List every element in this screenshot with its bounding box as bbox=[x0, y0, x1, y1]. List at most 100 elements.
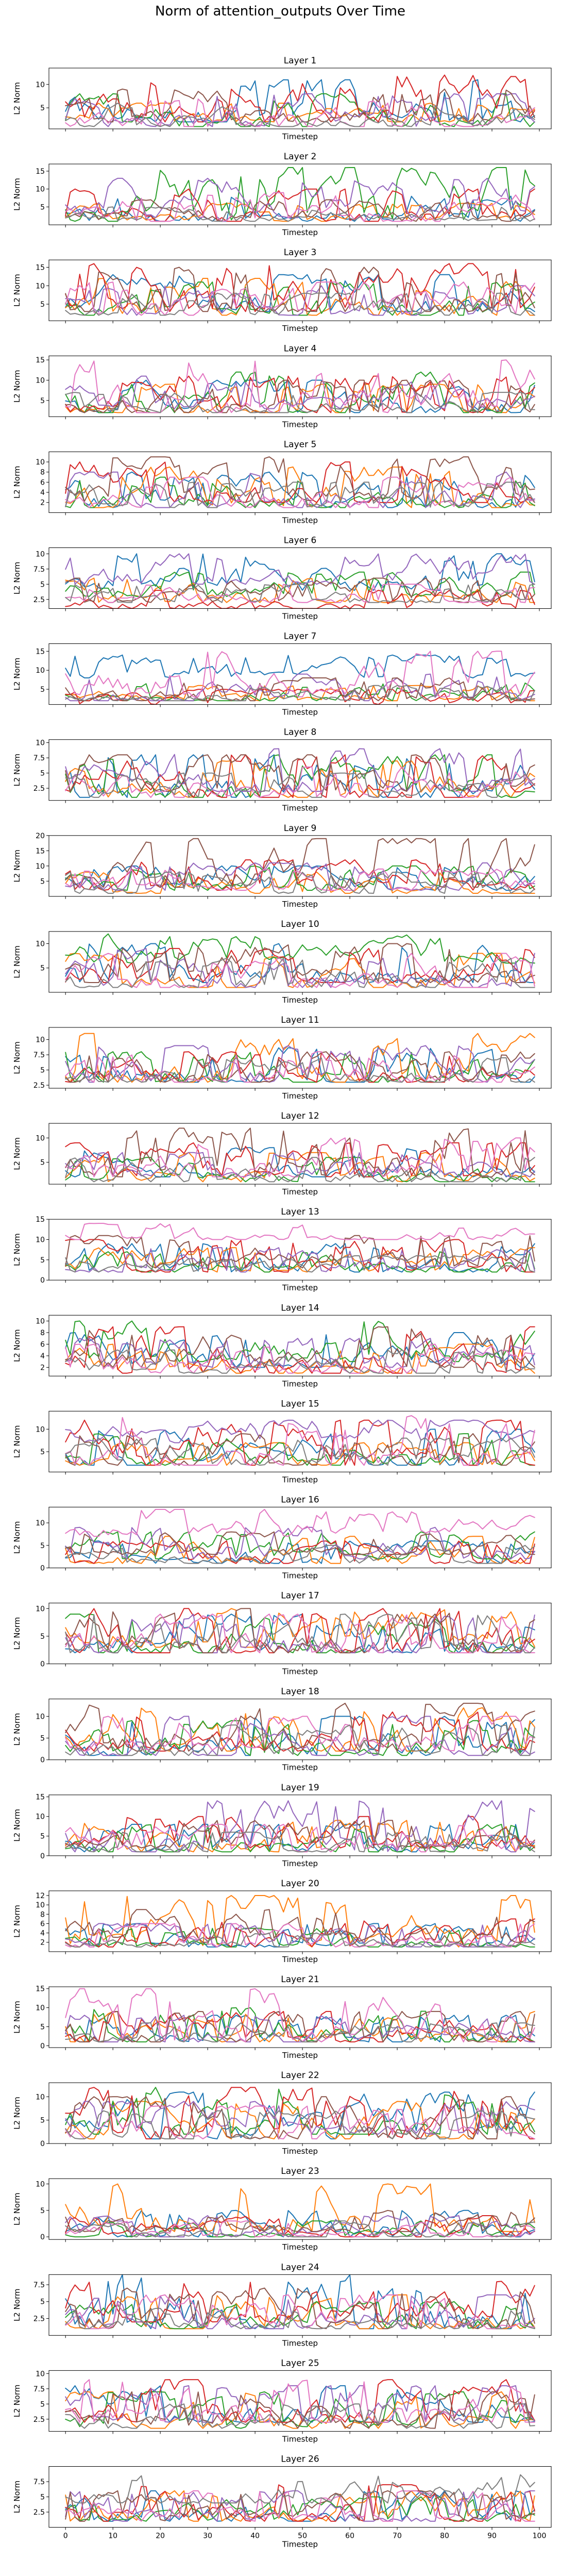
y-tick-label: 2.5 bbox=[33, 2315, 45, 2323]
panel-title: Layer 26 bbox=[281, 2454, 319, 2465]
series-line bbox=[65, 1332, 535, 1368]
y-tick-label: 5 bbox=[40, 2494, 45, 2502]
series-line bbox=[65, 2474, 535, 2504]
plot-frame bbox=[48, 1219, 552, 1281]
x-axis-label: Timestep bbox=[282, 2434, 318, 2444]
series-line bbox=[65, 2379, 535, 2423]
y-axis-label: L2 Norm bbox=[12, 1617, 22, 1650]
y-tick-label: 15 bbox=[36, 1793, 45, 1802]
series-line bbox=[65, 1823, 535, 1853]
series-line bbox=[65, 1343, 535, 1374]
y-axis-label: L2 Norm bbox=[12, 2192, 22, 2225]
layer-panel: Layer 10 5 10 Timestep L2 Norm bbox=[12, 919, 552, 1005]
series-line bbox=[65, 281, 535, 316]
y-tick-label: 10 bbox=[36, 1519, 45, 1527]
series-line bbox=[65, 654, 535, 678]
layer-panel: Layer 6 2.5 5 7.5 10 Timestep L2 Norm bbox=[12, 536, 552, 621]
y-tick-label: 0 bbox=[40, 1756, 45, 1765]
y-tick-label: 7.5 bbox=[33, 1051, 45, 1059]
series-line bbox=[65, 1608, 535, 1654]
series-line bbox=[65, 1711, 535, 1752]
series-line bbox=[65, 2105, 535, 2139]
x-axis-label: Timestep bbox=[282, 804, 318, 813]
y-tick-label: 5 bbox=[40, 2207, 45, 2215]
x-axis-label: Timestep bbox=[282, 995, 318, 1005]
x-axis-label: Timestep bbox=[282, 2147, 318, 2156]
series-line bbox=[65, 2490, 535, 2522]
series-line bbox=[65, 471, 535, 508]
series-line bbox=[65, 948, 535, 988]
y-tick-label: 10 bbox=[36, 1605, 45, 1613]
series-line bbox=[65, 274, 535, 312]
y-tick-label: 5 bbox=[40, 1448, 45, 1456]
series-line bbox=[65, 2215, 535, 2238]
y-tick-label: 0 bbox=[40, 1276, 45, 1285]
x-tick-label: 90 bbox=[487, 2532, 497, 2540]
series-line bbox=[65, 748, 535, 792]
panel-title: Layer 20 bbox=[281, 1879, 319, 1889]
y-axis-label: L2 Norm bbox=[12, 274, 22, 307]
series-line bbox=[65, 167, 535, 222]
y-tick-label: 5 bbox=[40, 1067, 45, 1075]
x-tick-label: 20 bbox=[156, 2532, 165, 2540]
series-line bbox=[65, 571, 535, 597]
layer-panel: Layer 12 5 10 Timestep L2 Norm bbox=[12, 1111, 552, 1196]
series-line bbox=[65, 1235, 535, 1269]
y-axis-label: L2 Norm bbox=[12, 754, 22, 787]
series-line bbox=[65, 948, 535, 983]
y-axis-label: L2 Norm bbox=[12, 82, 22, 115]
panel-title: Layer 3 bbox=[284, 247, 317, 258]
series-line bbox=[65, 553, 535, 591]
y-tick-label: 15 bbox=[36, 847, 45, 855]
series-line bbox=[65, 1127, 535, 1177]
y-tick-label: 2.5 bbox=[33, 2416, 45, 2424]
series-line bbox=[65, 1716, 535, 1752]
series-line bbox=[65, 2385, 535, 2423]
series-line bbox=[65, 263, 535, 312]
y-tick-label: 10 bbox=[36, 1901, 45, 1909]
plot-frame bbox=[48, 931, 552, 993]
layer-panel: Layer 2 5 10 15 Timestep L2 Norm bbox=[12, 152, 552, 237]
layer-panel: Layer 26 2.5 5 7.5 0 10 20 30 40 50 60 70 80 90 100 Tim… bbox=[12, 2454, 552, 2549]
series-line bbox=[65, 392, 535, 413]
series-line bbox=[65, 2403, 535, 2429]
y-tick-label: 2.5 bbox=[33, 785, 45, 793]
series-line bbox=[65, 1932, 535, 1948]
x-tick-label: 100 bbox=[533, 2532, 547, 2540]
series-line bbox=[65, 1255, 535, 1273]
panel-title: Layer 1 bbox=[284, 56, 317, 66]
plot-frame bbox=[48, 163, 552, 225]
series-line bbox=[65, 868, 535, 891]
series-line bbox=[65, 1526, 535, 1559]
y-axis-label: L2 Norm bbox=[12, 2001, 22, 2034]
y-tick-label: 0 bbox=[40, 1660, 45, 1669]
y-tick-label: 7.5 bbox=[33, 754, 45, 762]
x-axis-label: Timestep bbox=[282, 516, 318, 525]
y-tick-label: 5 bbox=[40, 2400, 45, 2408]
series-line bbox=[65, 1349, 535, 1374]
y-tick-label: 10 bbox=[36, 862, 45, 871]
x-axis-label: Timestep bbox=[282, 1763, 318, 1772]
series-line bbox=[65, 2307, 535, 2330]
y-tick-label: 2.5 bbox=[33, 2508, 45, 2517]
y-tick-label: 5 bbox=[40, 877, 45, 886]
y-tick-label: 20 bbox=[36, 832, 45, 840]
series-line bbox=[65, 1927, 535, 1948]
y-tick-label: 10 bbox=[36, 2180, 45, 2188]
y-tick-label: 12 bbox=[36, 1892, 45, 1900]
y-tick-label: 10 bbox=[36, 458, 45, 467]
series-line bbox=[65, 871, 535, 894]
x-axis-label: Timestep bbox=[282, 612, 318, 621]
plot-frame bbox=[48, 1507, 552, 1568]
y-axis-label: L2 Norm bbox=[12, 562, 22, 595]
series-line bbox=[65, 281, 535, 316]
x-axis-label: Timestep bbox=[282, 1955, 318, 1964]
y-tick-label: 6 bbox=[40, 478, 45, 487]
series-line bbox=[65, 2220, 535, 2238]
series-line bbox=[65, 553, 535, 585]
x-tick-label: 50 bbox=[298, 2532, 307, 2540]
y-tick-label: 10 bbox=[36, 1318, 45, 1326]
y-axis-label: L2 Norm bbox=[12, 850, 22, 883]
y-tick-label: 4 bbox=[40, 489, 45, 497]
y-tick-label: 5 bbox=[40, 1159, 45, 1167]
